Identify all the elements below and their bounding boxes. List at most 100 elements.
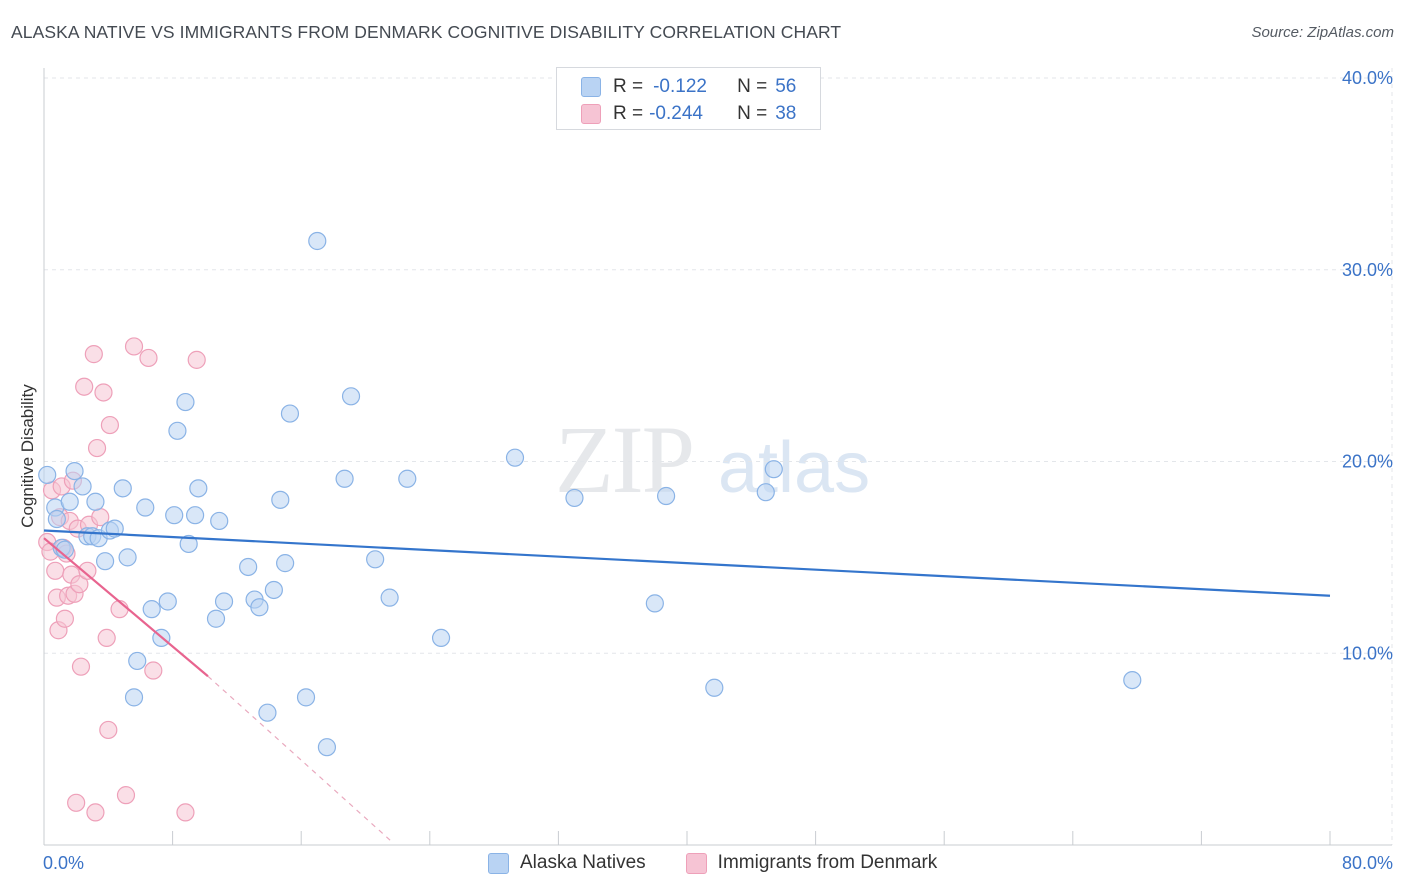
data-point-immigrants-from-denmark (87, 438, 107, 458)
data-point-alaska-natives (264, 580, 283, 600)
data-point-alaska-natives (60, 492, 79, 511)
trend-line-immigrants-from-denmark (43, 537, 209, 678)
data-point-immigrants-from-denmark (144, 661, 163, 680)
data-point-alaska-natives (214, 592, 234, 611)
legend-n-label: N = (737, 103, 768, 124)
data-point-alaska-natives (73, 477, 92, 496)
data-point-immigrants-from-denmark (100, 415, 120, 435)
data-point-immigrants-from-denmark (97, 628, 116, 648)
legend-r-value: -0.244 (649, 103, 703, 124)
data-point-immigrants-from-denmark (187, 350, 206, 369)
data-point-alaska-natives (128, 651, 147, 671)
data-point-immigrants-from-denmark (55, 609, 74, 628)
data-point-alaska-natives (158, 592, 177, 611)
data-point-alaska-natives (335, 469, 354, 488)
trend-lines (43, 529, 1331, 842)
x-tick-label: 80.0% (1342, 853, 1393, 873)
data-point-alaska-natives (565, 488, 584, 508)
watermark-atlas: atlas (718, 428, 870, 508)
data-point-immigrants-from-denmark (67, 793, 86, 812)
legend-swatch-pink (581, 104, 601, 124)
trend-extension-immigrants-from-denmark (207, 675, 392, 842)
data-point-alaska-natives (505, 448, 525, 467)
data-point-alaska-natives (258, 703, 277, 722)
y-tick-label: 10.0% (1342, 643, 1393, 663)
series-legend: Alaska Natives Immigrants from Denmark (488, 852, 977, 874)
y-tick-label: 40.0% (1342, 68, 1393, 88)
data-point-immigrants-from-denmark (124, 337, 144, 356)
data-point-alaska-natives (47, 509, 66, 529)
legend-r-label: R = (613, 103, 644, 124)
data-point-immigrants-from-denmark (116, 786, 136, 805)
data-point-alaska-natives (206, 609, 226, 628)
data-point-alaska-natives (431, 628, 451, 648)
data-point-alaska-natives (186, 506, 205, 525)
data-point-immigrants-from-denmark (94, 383, 113, 402)
axes (43, 68, 1392, 846)
series-immigrants-from-denmark (38, 337, 206, 822)
data-point-immigrants-from-denmark (70, 575, 89, 594)
legend-item-alaska-natives: Alaska Natives (488, 852, 646, 874)
legend-n-label: N = (737, 76, 768, 97)
data-point-alaska-natives (276, 554, 295, 573)
data-point-immigrants-from-denmark (84, 345, 103, 364)
x-tick-label: 0.0% (43, 853, 84, 873)
data-point-alaska-natives (239, 557, 258, 577)
y-tick-label: 20.0% (1342, 452, 1393, 472)
data-point-immigrants-from-denmark (139, 348, 158, 368)
trend-line-alaska-natives (43, 529, 1331, 597)
data-point-alaska-natives (86, 492, 105, 511)
data-point-alaska-natives (271, 490, 290, 509)
data-point-alaska-natives (176, 392, 195, 412)
data-point-alaska-natives (657, 486, 676, 506)
data-point-alaska-natives (764, 460, 783, 479)
data-point-alaska-natives (317, 738, 337, 757)
legend-swatch-blue (581, 77, 601, 97)
legend-r-value: -0.122 (653, 76, 707, 97)
data-point-immigrants-from-denmark (99, 720, 118, 740)
data-point-alaska-natives (168, 421, 187, 440)
data-point-alaska-natives (142, 600, 161, 619)
legend-row-immigrants-from-denmark: R = -0.244 N = 38 (581, 102, 796, 126)
data-point-immigrants-from-denmark (78, 561, 97, 580)
data-point-immigrants-from-denmark (75, 377, 94, 396)
legend-label: Alaska Natives (520, 852, 646, 873)
data-point-alaska-natives (113, 479, 132, 498)
correlation-legend: R = -0.122 N = 56 R = -0.244 N = 38 (556, 67, 821, 130)
series-alaska-natives (38, 231, 1142, 757)
legend-r-label: R = (613, 76, 644, 97)
data-point-alaska-natives (65, 461, 84, 481)
data-point-alaska-natives (308, 231, 327, 251)
data-point-alaska-natives (398, 469, 417, 488)
data-point-alaska-natives (250, 598, 269, 617)
data-point-alaska-natives (38, 465, 57, 485)
tick-labels: 10.0% 20.0% 30.0% 40.0% 0.0% 80.0% (43, 68, 1393, 873)
legend-swatch-pink (685, 852, 707, 874)
data-point-alaska-natives (756, 483, 775, 502)
data-point-alaska-natives (124, 688, 144, 707)
data-point-alaska-natives (705, 678, 724, 697)
y-axis-label: Cognitive Disability (18, 384, 37, 528)
legend-item-immigrants-from-denmark: Immigrants from Denmark (685, 852, 938, 874)
legend-label: Immigrants from Denmark (717, 852, 938, 873)
source-label: Source: ZipAtlas.com (1251, 24, 1394, 41)
legend-swatch-blue (488, 852, 509, 874)
chart-title: ALASKA NATIVE VS IMMIGRANTS FROM DENMARK… (11, 22, 842, 42)
zipatlas-watermark: ZIP atlas (555, 406, 870, 513)
data-point-alaska-natives (296, 688, 316, 707)
data-point-immigrants-from-denmark (71, 657, 91, 676)
data-point-alaska-natives (136, 498, 155, 517)
data-point-alaska-natives (280, 404, 300, 423)
data-point-alaska-natives (189, 479, 208, 498)
data-point-immigrants-from-denmark (46, 561, 65, 580)
legend-n-value: 56 (775, 76, 797, 97)
data-point-alaska-natives (366, 550, 385, 569)
data-point-alaska-natives (645, 594, 664, 613)
data-point-alaska-natives (210, 511, 229, 531)
legend-row-alaska-natives: R = -0.122 N = 56 (581, 75, 796, 99)
data-point-alaska-natives (380, 588, 399, 607)
data-point-immigrants-from-denmark (176, 803, 195, 822)
legend-n-value: 38 (775, 103, 797, 124)
data-point-alaska-natives (95, 552, 115, 571)
